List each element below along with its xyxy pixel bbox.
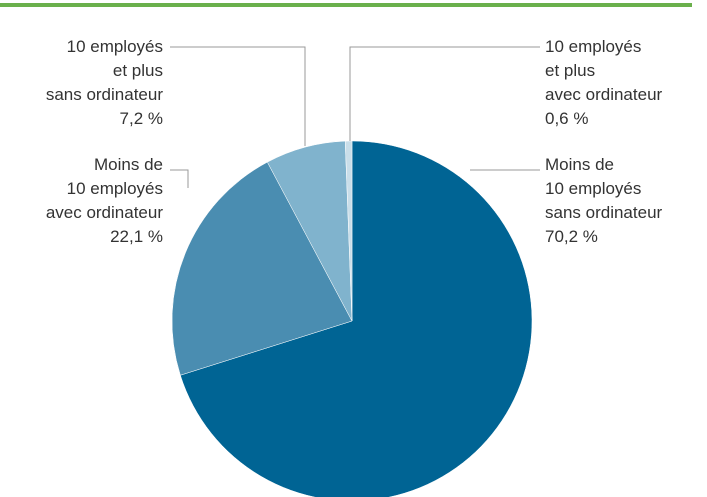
leader-line — [170, 169, 189, 188]
slice-label: 10 employés et plus sans ordinateur 7,2 % — [46, 37, 164, 128]
label-line: 10 employés — [67, 37, 163, 56]
label-line: avec ordinateur — [545, 85, 663, 104]
label-line: sans ordinateur — [46, 85, 164, 104]
label-line: 10 employés — [67, 179, 163, 198]
label-line: avec ordinateur — [46, 203, 164, 222]
value-label: 70,2 % — [545, 227, 598, 246]
leader-line — [170, 46, 306, 146]
label-line: et plus — [545, 61, 595, 80]
value-label: 0,6 % — [545, 109, 588, 128]
pie-slice — [171, 161, 353, 376]
label-line: sans ordinateur — [545, 203, 663, 222]
label-line: 10 employés — [545, 179, 641, 198]
value-label: 22,1 % — [110, 227, 163, 246]
value-label: 7,2 % — [120, 109, 163, 128]
pie-slice — [344, 140, 353, 322]
label-line: et plus — [113, 61, 163, 80]
label-line: Moins de — [545, 155, 614, 174]
pie-slice — [180, 140, 533, 497]
slice-label: Moins de 10 employés avec ordinateur 22,1 % — [46, 155, 164, 246]
label-line: Moins de — [94, 155, 163, 174]
slice-label: Moins de 10 employés sans ordinateur 70,2 % — [545, 155, 663, 246]
top-rule — [0, 3, 692, 7]
slice-label: 10 employés et plus avec ordinateur 0,6 % — [545, 37, 663, 128]
label-line: 10 employés — [545, 37, 641, 56]
leader-line — [349, 46, 540, 141]
